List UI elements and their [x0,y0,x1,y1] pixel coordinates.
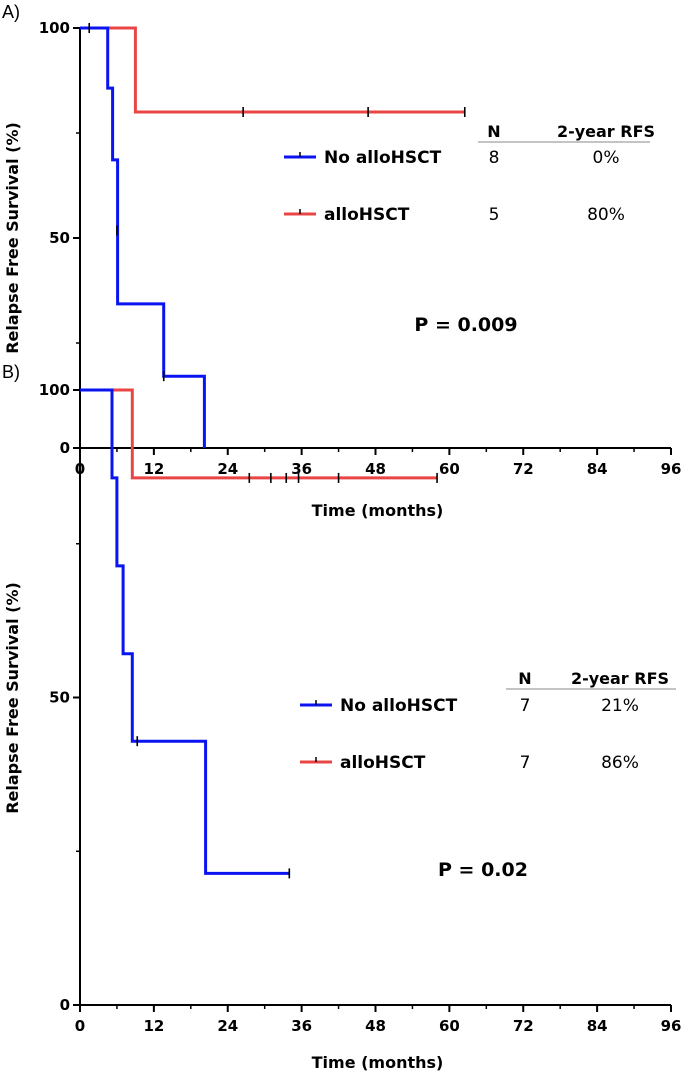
x-tick-label: 48 [365,460,386,478]
x-tick-label: 96 [661,460,682,478]
km-curve-allo [80,26,465,114]
x-tick-label: 24 [217,460,238,478]
table-header-n: N [487,122,500,141]
table-rfs-value: 0% [593,148,620,168]
table-rfs-value: 80% [587,205,625,225]
km-curve-no-allo [80,26,206,448]
x-tick-label: 72 [513,460,534,478]
y-axis-title: Relapse Free Survival (%) [3,582,22,814]
legend-label: No alloHSCT [340,696,458,716]
x-tick-label: 36 [291,1017,312,1035]
x-tick-label: 60 [439,1017,460,1035]
x-tick-label: 60 [439,460,460,478]
legend-label: alloHSCT [324,205,410,225]
x-tick-label: 36 [291,460,312,478]
x-tick-label: 72 [513,1017,534,1035]
y-tick-label: 0 [60,439,70,457]
p-value: P = 0.02 [438,859,528,881]
x-tick-label: 24 [217,1017,238,1035]
table-n-value: 5 [489,205,500,225]
p-value: P = 0.009 [414,314,517,336]
x-axis-title: Time (months) [312,1053,444,1072]
panel-b: B) 0 12 24 36 48 60 72 84 96 0 50 100 Relapse Free Su… [2,362,681,1072]
x-tick-label: 96 [661,1017,682,1035]
y-tick-label: 100 [39,19,70,37]
table-n-value: 8 [489,148,500,168]
panel-letter: A) [2,2,20,22]
legend-label: No alloHSCT [324,148,442,168]
panel-letter: B) [2,362,20,382]
x-tick-label: 0 [75,1017,85,1035]
table-header-n: N [518,669,531,688]
y-tick-label: 100 [39,381,70,399]
y-axis-title: Relapse Free Survival (%) [3,122,22,354]
table-rfs-value: 86% [601,753,639,773]
x-tick-label: 12 [143,460,164,478]
table-rfs-value: 21% [601,696,639,716]
table-n-value: 7 [520,696,531,716]
km-curve-no-allo [80,388,290,875]
x-tick-label: 84 [587,460,608,478]
table-header-rfs: 2-year RFS [557,122,655,141]
table-header-rfs: 2-year RFS [571,669,669,688]
x-tick-label: 84 [587,1017,608,1035]
y-tick-label: 50 [49,229,70,247]
y-tick-label: 0 [60,996,70,1014]
y-tick-label: 50 [49,689,70,707]
legend-label: alloHSCT [340,753,426,773]
x-tick-label: 48 [365,1017,386,1035]
x-tick-label: 12 [143,1017,164,1035]
table-n-value: 7 [520,753,531,773]
x-axis-title: Time (months) [312,501,444,520]
